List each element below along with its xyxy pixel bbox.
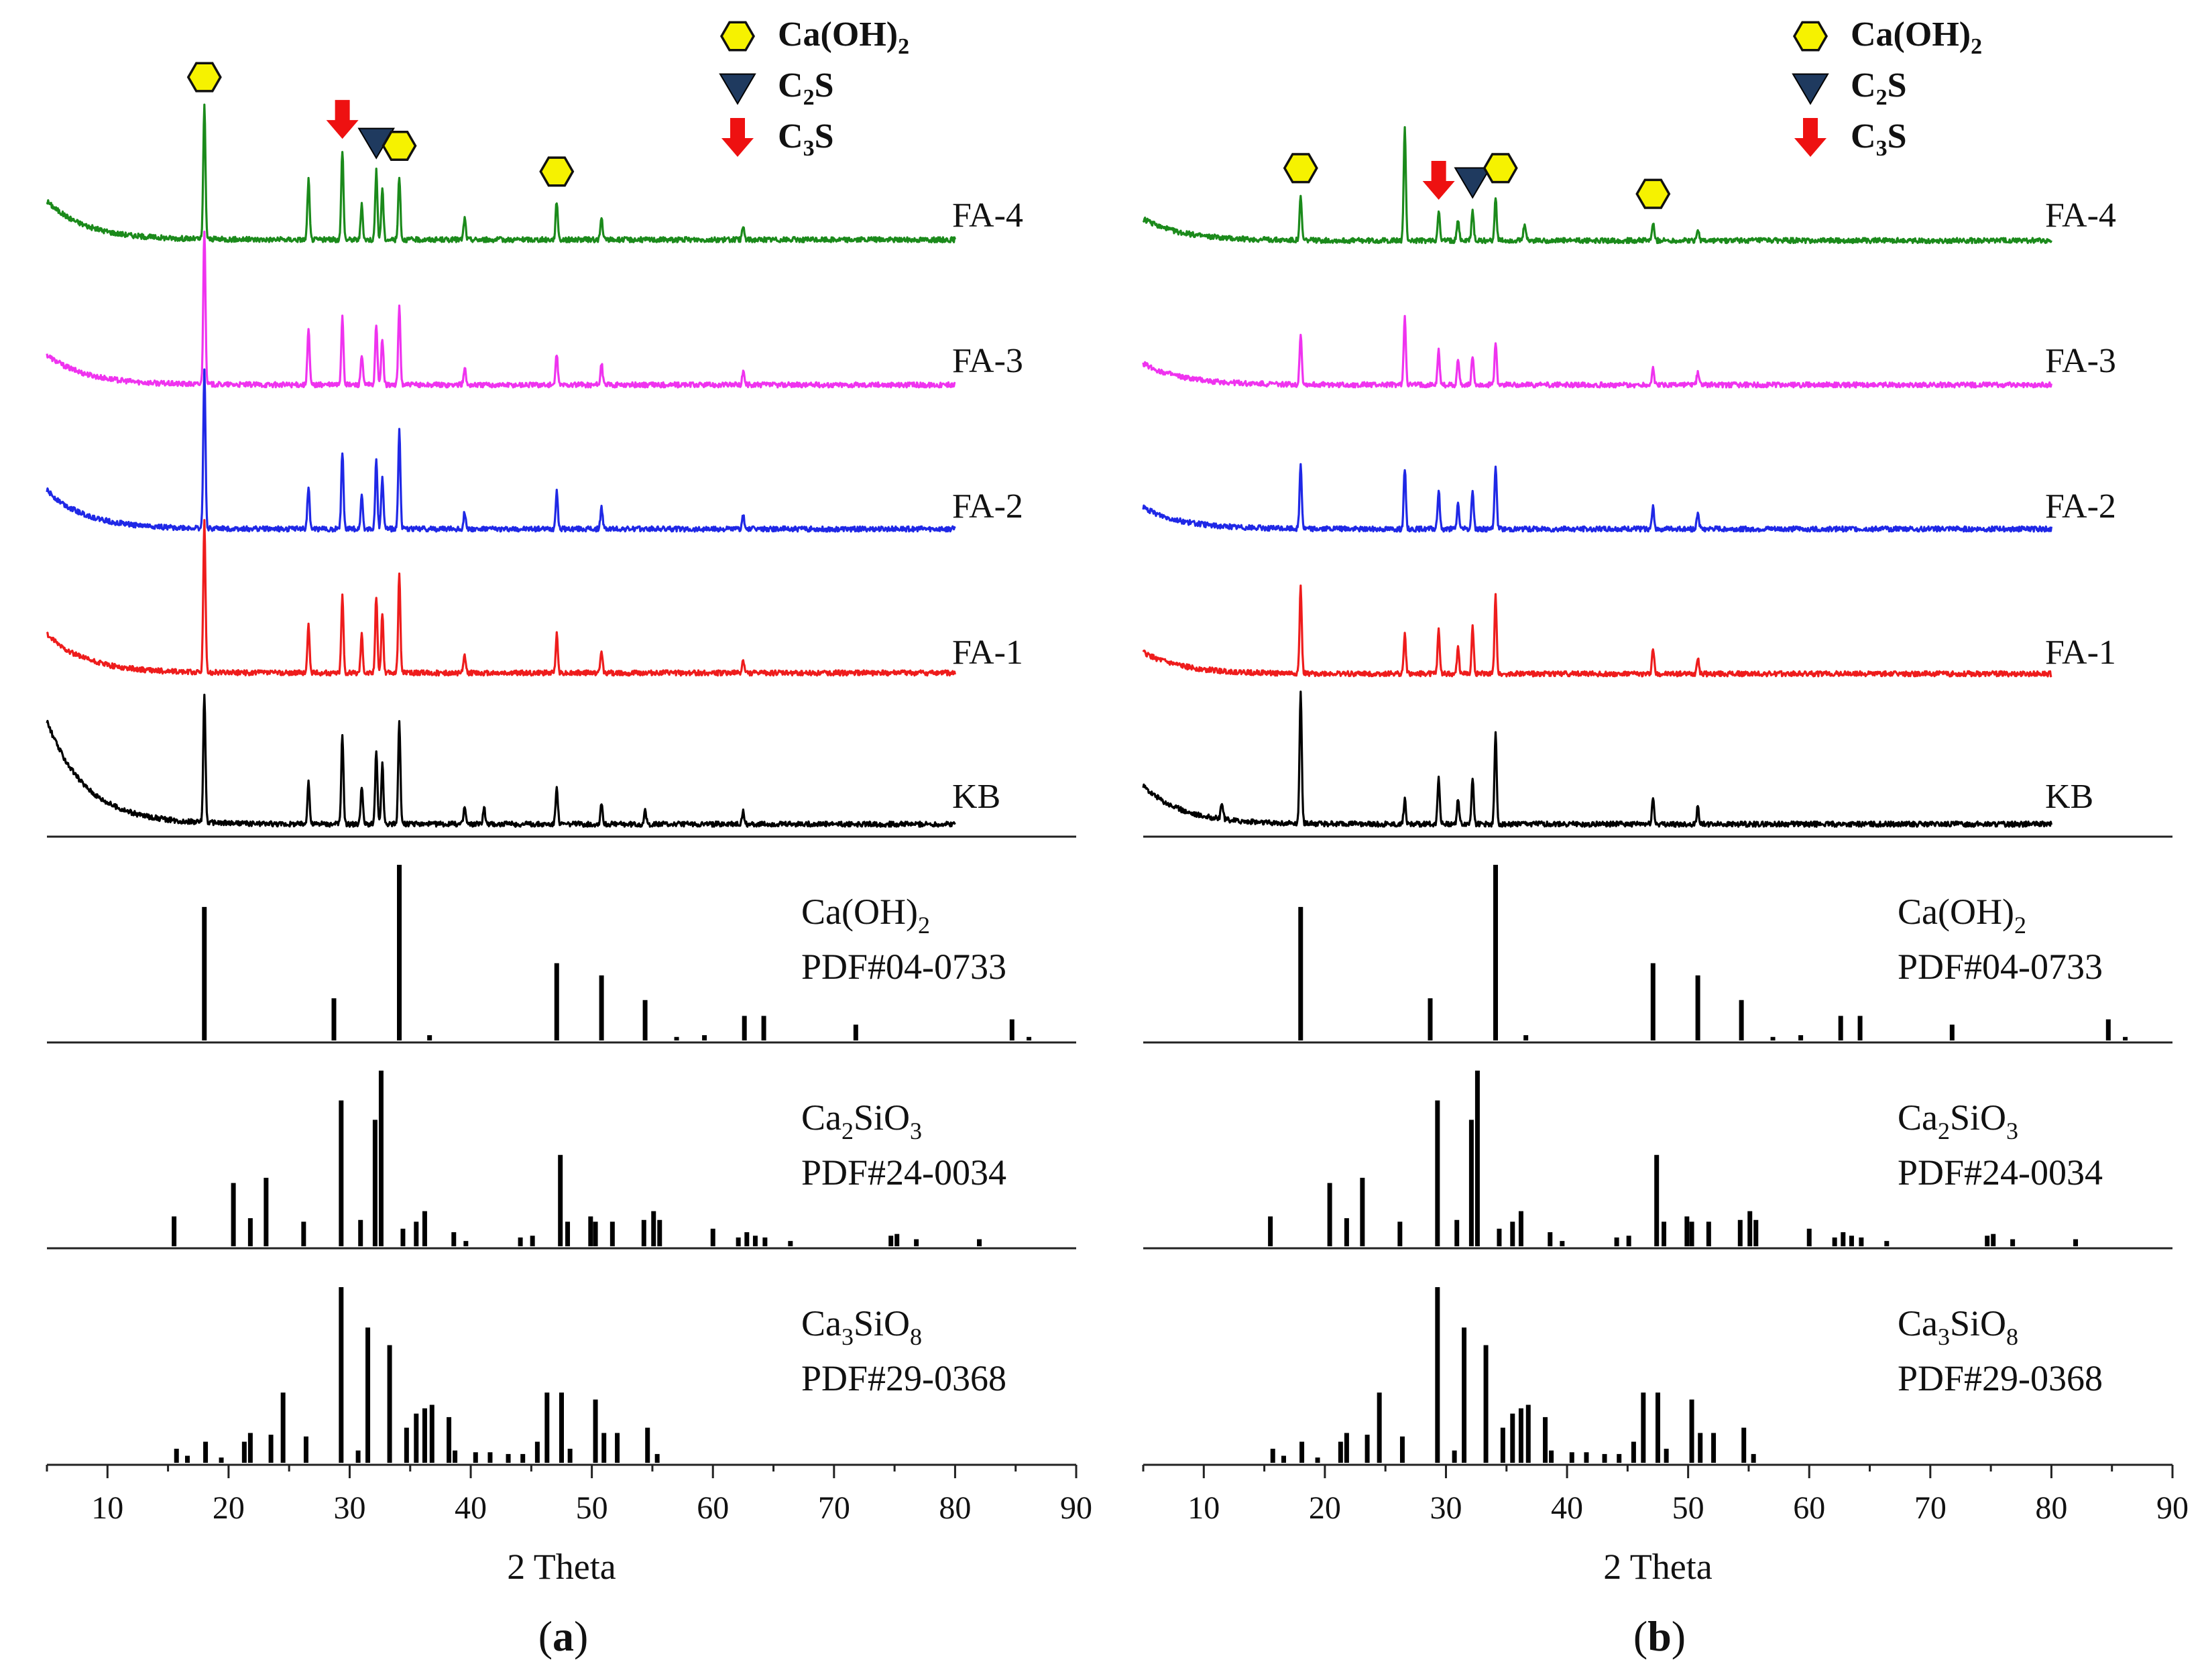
phase-marker-ca-oh-2-4 xyxy=(1635,178,1671,209)
series-label-fa-2: FA-2 xyxy=(952,487,1023,526)
ref-card-phase: Ca(OH)2 xyxy=(1898,892,2026,939)
x-tick-label: 90 xyxy=(2156,1490,2189,1526)
legend-label: C3S xyxy=(1851,117,1906,161)
x-tick-label: 20 xyxy=(1309,1490,1341,1526)
x-tick-label: 10 xyxy=(1187,1490,1220,1526)
ref-card-phase: Ca3SiO8 xyxy=(1898,1303,2018,1350)
ref-card-pdf: PDF#29-0368 xyxy=(801,1358,1006,1398)
legend-label: C2S xyxy=(778,66,833,110)
x-tick-label: 50 xyxy=(576,1490,608,1526)
legend-label: Ca(OH)2 xyxy=(1851,15,1982,59)
legend-triangle-down-icon xyxy=(1792,73,1829,105)
x-tick-label: 30 xyxy=(1430,1490,1462,1526)
legend-triangle-down-icon xyxy=(719,73,756,105)
legend-label: Ca(OH)2 xyxy=(778,15,909,59)
phase-marker-ca-oh-2-4 xyxy=(539,156,575,187)
phase-marker-ca-oh-2-3 xyxy=(382,130,417,162)
x-tick-label: 90 xyxy=(1060,1490,1092,1526)
series-label-fa-4: FA-4 xyxy=(2045,196,2116,235)
series-label-fa-3: FA-3 xyxy=(952,342,1023,380)
panel-caption: (b) xyxy=(1633,1612,1686,1660)
ref-card-pdf: PDF#24-0034 xyxy=(801,1152,1006,1193)
legend-arrow-down-icon xyxy=(721,118,754,157)
x-tick-label: 20 xyxy=(213,1490,245,1526)
ref-card-pdf: PDF#24-0034 xyxy=(1898,1152,2103,1193)
x-tick-label: 80 xyxy=(939,1490,971,1526)
x-tick-label: 30 xyxy=(333,1490,365,1526)
ref-card-pdf: PDF#04-0733 xyxy=(801,947,1006,987)
ref-card-phase: Ca3SiO8 xyxy=(801,1303,922,1350)
phase-marker-ca-oh-2-3 xyxy=(1483,153,1518,184)
xrd-trace-fa-3 xyxy=(1142,314,2052,389)
xrd-trace-fa-2 xyxy=(1142,463,2052,533)
x-tick-label: 60 xyxy=(1793,1490,1825,1526)
xrd-trace-kb xyxy=(1142,691,2052,828)
ref-card-pdf: PDF#04-0733 xyxy=(1898,947,2103,987)
series-label-fa-2: FA-2 xyxy=(2045,487,2116,526)
x-tick-label: 70 xyxy=(1914,1490,1947,1526)
ref-card-phase: Ca2SiO3 xyxy=(1898,1097,2018,1144)
series-label-fa-1: FA-1 xyxy=(2045,634,2116,672)
ref-card-phase: Ca(OH)2 xyxy=(801,892,930,939)
x-tick-label: 40 xyxy=(455,1490,487,1526)
phase-marker-ca-oh-2-0 xyxy=(1283,153,1318,184)
phase-marker-c3s-1 xyxy=(1422,161,1455,200)
xrd-trace-fa-4 xyxy=(1142,126,2052,245)
series-label-fa-3: FA-3 xyxy=(2045,342,2116,380)
legend-arrow-down-icon xyxy=(1794,118,1826,157)
xrd-trace-fa-2 xyxy=(46,368,956,533)
ref-card-pdf: PDF#29-0368 xyxy=(1898,1358,2103,1398)
x-axis-label: 2 Theta xyxy=(507,1547,616,1587)
xrd-trace-fa-4 xyxy=(46,103,956,243)
series-label-fa-1: FA-1 xyxy=(952,634,1023,672)
xrd-trace-fa-1 xyxy=(1142,584,2052,678)
x-tick-label: 50 xyxy=(1672,1490,1704,1526)
xrd-trace-kb xyxy=(46,693,956,828)
ref-card-phase: Ca2SiO3 xyxy=(801,1097,922,1144)
legend-hexagon-icon xyxy=(719,21,756,52)
x-tick-label: 40 xyxy=(1551,1490,1583,1526)
legend-hexagon-icon xyxy=(1792,21,1829,52)
series-label-kb: KB xyxy=(952,778,1000,816)
x-tick-label: 80 xyxy=(2035,1490,2067,1526)
series-label-fa-4: FA-4 xyxy=(952,196,1023,235)
x-tick-label: 60 xyxy=(697,1490,729,1526)
legend-label: C3S xyxy=(778,117,833,161)
phase-marker-c3s-1 xyxy=(326,100,359,139)
phase-marker-c2s-2 xyxy=(1454,167,1491,199)
x-tick-label: 10 xyxy=(91,1490,123,1526)
xrd-trace-fa-3 xyxy=(46,231,956,389)
x-axis-label: 2 Theta xyxy=(1603,1547,1712,1587)
legend-label: C2S xyxy=(1851,66,1906,110)
series-label-kb: KB xyxy=(2045,778,2093,816)
x-tick-label: 70 xyxy=(818,1490,850,1526)
phase-marker-ca-oh-2-0 xyxy=(186,62,222,93)
panel-b: FA-4 FA-3 FA-2 FA-1 KB Ca(OH)2 PDF#04-0733 Ca2S… xyxy=(1142,15,2189,1660)
panel-a: FA-4 FA-3 FA-2 FA-1 KB Ca(OH)2 PDF#04-0733 Ca2S… xyxy=(46,15,1092,1660)
xrd-trace-fa-1 xyxy=(46,519,956,677)
panel-caption: (a) xyxy=(538,1612,589,1660)
